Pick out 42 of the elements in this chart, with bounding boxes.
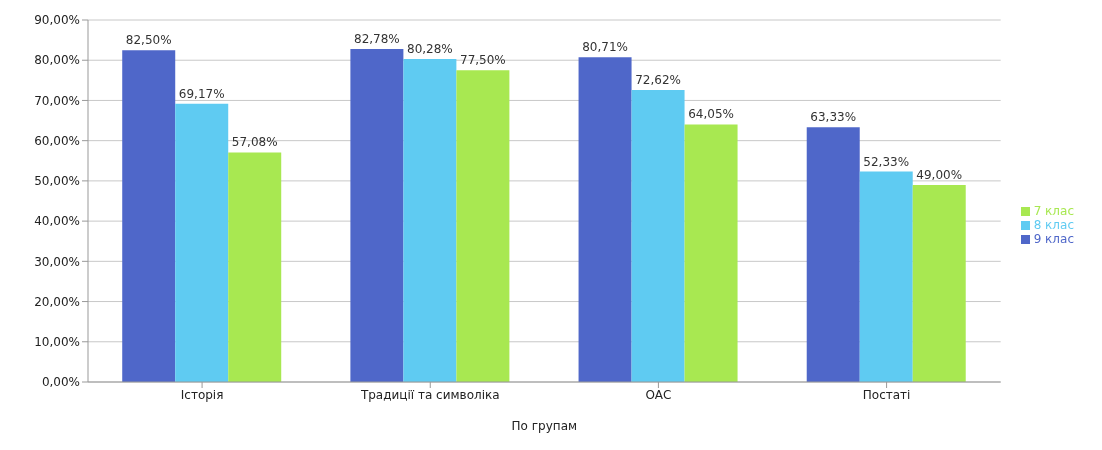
data-label: 57,08% [231, 135, 278, 150]
data-label: 80,28% [407, 42, 453, 57]
y-tick-label: 50,00% [34, 174, 80, 189]
x-tick-label: Традиції та символіка [359, 387, 500, 402]
y-tick-label: 90,00% [34, 13, 80, 28]
legend-label: 7 клас [1033, 204, 1074, 218]
x-axis-title: По групам [511, 419, 578, 433]
bar [859, 171, 913, 382]
y-tick-label: 80,00% [34, 53, 80, 68]
data-label: 77,50% [460, 53, 506, 68]
bar [912, 184, 966, 382]
data-label: 82,50% [125, 33, 172, 48]
bar [403, 59, 457, 382]
data-label: 63,33% [810, 110, 857, 125]
data-label: 49,00% [916, 167, 963, 182]
bar [684, 124, 738, 382]
x-tick-label: Історія [180, 387, 224, 402]
bar [122, 50, 176, 382]
data-label: 82,78% [354, 32, 400, 47]
bar [631, 89, 685, 382]
x-tick-label: Постаті [862, 387, 911, 402]
data-label: 69,17% [178, 86, 225, 101]
y-tick-label: 60,00% [34, 133, 80, 148]
x-tick-label: ОАС [645, 387, 672, 402]
bar [228, 152, 282, 382]
data-label: 72,62% [635, 72, 681, 87]
y-tick-label: 40,00% [34, 214, 80, 229]
y-tick-label: 70,00% [34, 93, 80, 108]
y-tick-label: 30,00% [34, 254, 80, 269]
data-label: 64,05% [688, 107, 734, 122]
bar [350, 49, 404, 382]
y-tick-label: 0,00% [41, 375, 80, 390]
bar [578, 57, 632, 382]
data-label: 80,71% [582, 40, 628, 55]
legend-label: 8 клас [1033, 218, 1074, 232]
y-tick-label: 20,00% [34, 294, 80, 309]
data-label: 52,33% [863, 154, 910, 169]
bar [456, 70, 510, 382]
y-tick-label: 10,00% [34, 335, 80, 350]
bar [806, 127, 860, 382]
bar [175, 103, 229, 382]
legend-label: 9 клас [1033, 232, 1074, 246]
